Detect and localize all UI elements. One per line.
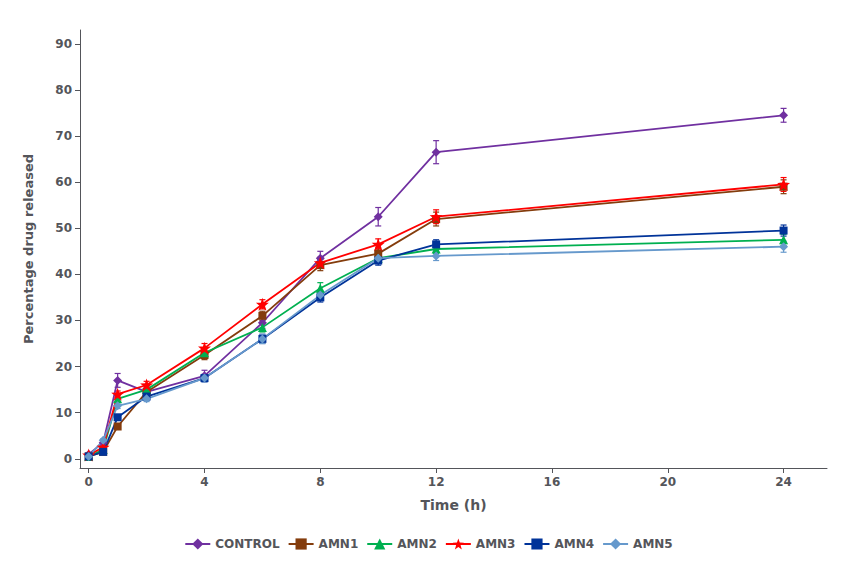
svg-text:Percentage drug released: Percentage drug released <box>21 154 36 344</box>
svg-text:20: 20 <box>659 475 676 489</box>
svg-text:90: 90 <box>55 37 72 51</box>
svg-text:12: 12 <box>428 475 445 489</box>
svg-text:AMN4: AMN4 <box>554 537 594 551</box>
svg-text:AMN5: AMN5 <box>633 537 673 551</box>
svg-text:8: 8 <box>316 475 324 489</box>
svg-text:4: 4 <box>200 475 208 489</box>
svg-text:80: 80 <box>55 83 72 97</box>
svg-text:AMN3: AMN3 <box>476 537 516 551</box>
svg-text:16: 16 <box>544 475 561 489</box>
svg-text:40: 40 <box>55 267 72 281</box>
svg-text:AMN2: AMN2 <box>397 537 437 551</box>
svg-text:10: 10 <box>55 406 72 420</box>
svg-text:50: 50 <box>55 221 72 235</box>
svg-text:0: 0 <box>64 452 72 466</box>
svg-text:60: 60 <box>55 175 72 189</box>
svg-text:70: 70 <box>55 129 72 143</box>
svg-text:20: 20 <box>55 360 72 374</box>
svg-text:24: 24 <box>775 475 792 489</box>
svg-text:0: 0 <box>85 475 93 489</box>
svg-text:CONTROL: CONTROL <box>215 537 280 551</box>
svg-text:Time (h): Time (h) <box>420 497 486 513</box>
svg-text:30: 30 <box>55 313 72 327</box>
svg-text:AMN1: AMN1 <box>319 537 359 551</box>
